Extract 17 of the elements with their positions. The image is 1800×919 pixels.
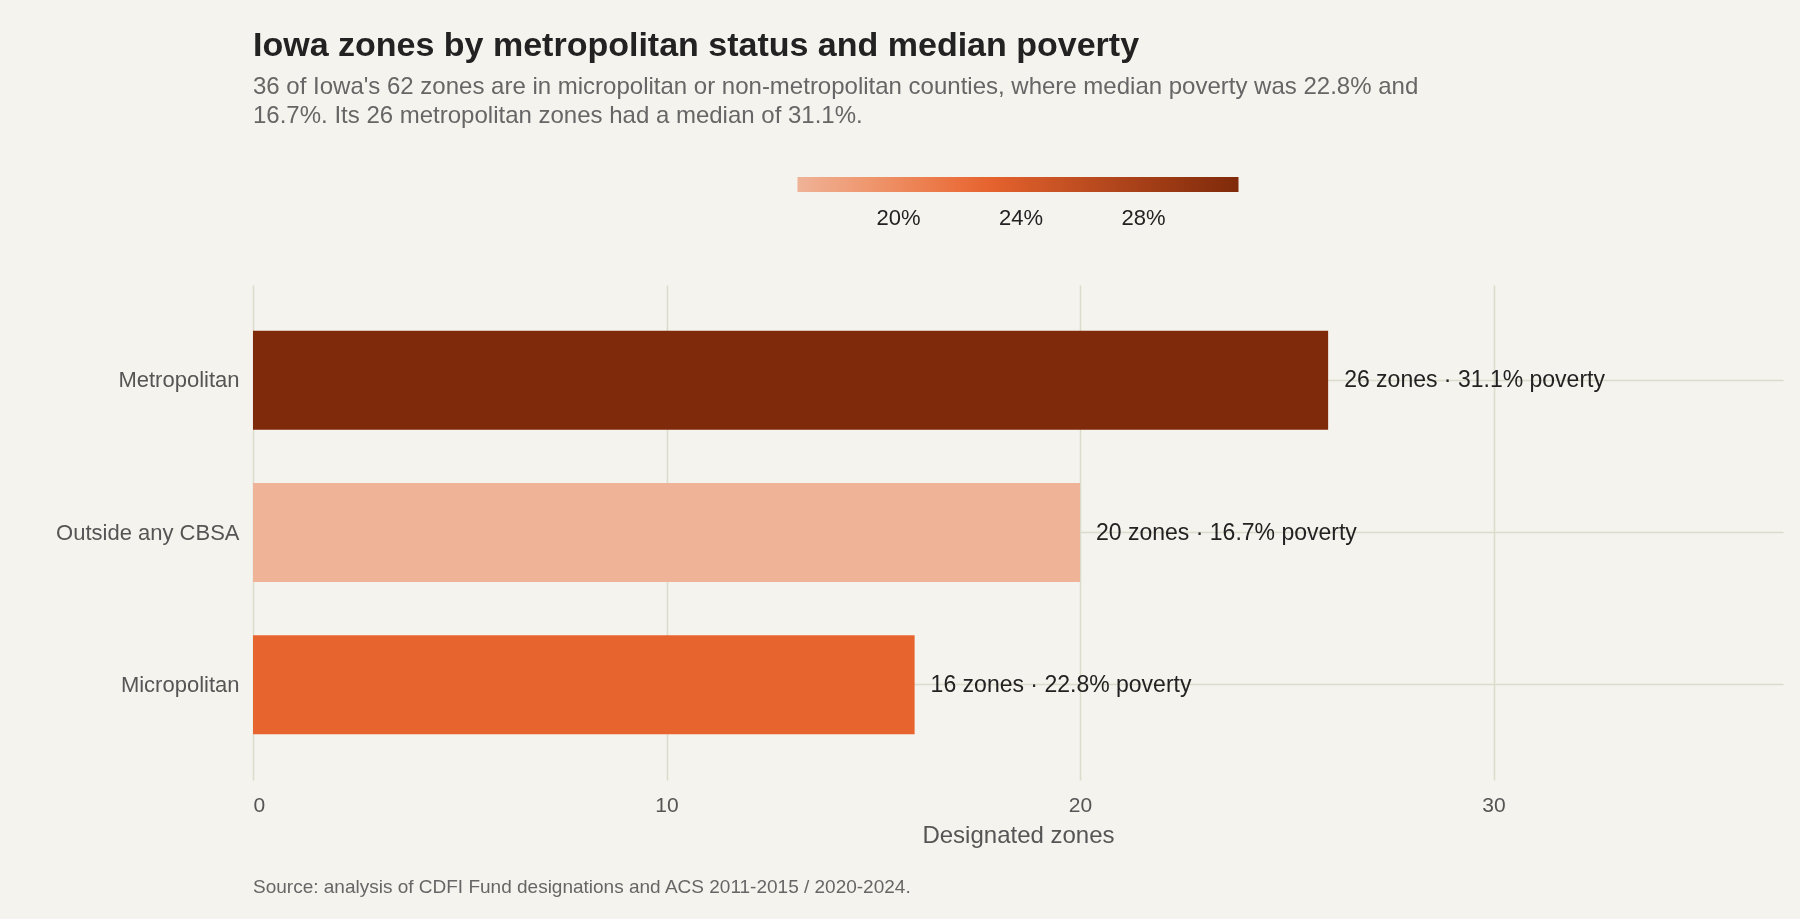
color-bar-label: 20% [876,205,921,230]
x-tick-label: 0 [253,792,266,816]
x-tick-label: 20 [1068,792,1093,816]
color-bar-label: 24% [999,205,1044,230]
chart-subtitle: 36 of Iowa's 62 zones are in micropolitan or non-metropolitan counties, where median poverty was 22.8% and 16.7%. Its 26 metropolitan zones had a median of 31.1%. [253,72,1419,128]
source-note: Source: analysis of CDFI Fund designations and ACS 2011-2015 / 2020-2024. [253,876,911,898]
x-tick-label: 30 [1482,792,1506,816]
data-label: 20 zones · 16.7% poverty [1096,518,1358,545]
x-tick-label: 10 [655,792,679,816]
chart-title: Iowa zones by metropolitan status and median poverty [253,25,1140,63]
x-axis-title: Designated zones [922,820,1115,848]
y-tick-label: Metropolitan [118,367,240,393]
color-bar-label: 28% [1121,205,1166,230]
y-tick-label: Outside any CBSA [56,519,240,545]
y-tick-label: Micropolitan [120,671,240,697]
data-label: 16 zones · 22.8% poverty [930,670,1192,697]
data-label: 26 zones · 31.1% poverty [1344,366,1606,393]
